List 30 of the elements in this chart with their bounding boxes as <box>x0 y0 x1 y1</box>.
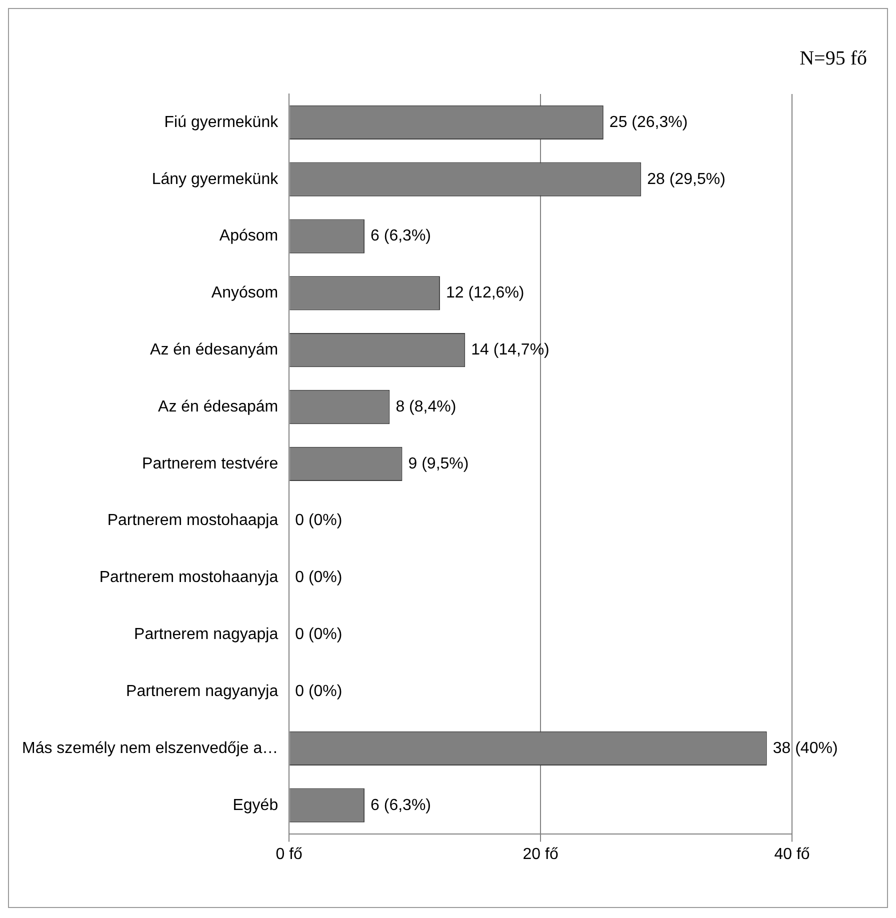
y-tick-label: Apósom <box>219 228 278 245</box>
y-tick-label: Partnerem nagyapja <box>134 626 278 644</box>
data-label: 25 (26,3%) <box>609 114 688 131</box>
y-tick-label: Anyósom <box>211 284 278 302</box>
data-label: 0 (0%) <box>295 569 342 586</box>
data-label: 28 (29,5%) <box>647 170 726 188</box>
y-tick-label: Az én édesapám <box>158 398 278 416</box>
data-label: 0 (0%) <box>295 626 342 644</box>
data-label: 12 (12,6%) <box>446 284 524 302</box>
y-tick-label: Lány gyermekünk <box>152 170 280 188</box>
y-tick-label: Partnerem testvére <box>142 455 278 472</box>
y-tick-label: Fiú gyermekünk <box>164 114 280 131</box>
data-label: 0 (0%) <box>295 682 342 700</box>
y-tick-label: Az én édesanyám <box>150 341 278 358</box>
data-label: 14 (14,7%) <box>471 341 550 358</box>
y-tick-label: Partnerem mostohaanyja <box>99 569 278 586</box>
data-label: 9 (9,5%) <box>408 455 469 472</box>
x-tick-label: 0 fő <box>276 846 303 863</box>
text: N=95 fő <box>800 47 867 70</box>
y-tick-label: Partnerem mostohaapja <box>107 512 278 530</box>
data-label: 0 (0%) <box>295 512 342 530</box>
data-label: 38 (40%) <box>772 740 838 757</box>
data-label: 6 (6,3%) <box>370 228 432 245</box>
x-tick-label: 40 fő <box>774 846 810 863</box>
data-label: 6 (6,3%) <box>370 796 432 814</box>
data-label: 8 (8,4%) <box>396 398 456 416</box>
y-tick-label: Más személy nem elszenvedője a… <box>22 740 278 757</box>
x-tick-label: 20 fő <box>522 846 558 863</box>
y-tick-label: Partnerem nagyanyja <box>126 682 278 700</box>
y-tick-label: Egyéb <box>232 796 278 814</box>
